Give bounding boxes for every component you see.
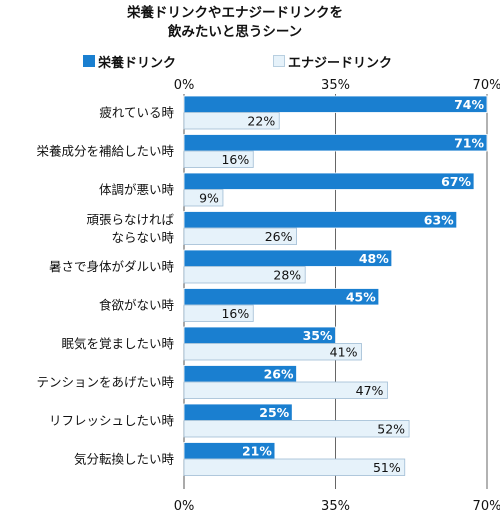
x-tick-label-top-35: 35% (321, 78, 350, 93)
data-label-series1-cat1: 74% (454, 97, 484, 112)
data-label-series1-cat2: 71% (454, 135, 484, 150)
x-tick-label-top-70: 70% (473, 78, 500, 93)
data-label-series2-cat8: 47% (356, 383, 384, 398)
data-label-series2-cat6: 16% (221, 306, 249, 321)
data-label-series1-cat5: 48% (359, 251, 389, 266)
data-label-series2-cat5: 28% (273, 267, 301, 282)
data-label-series2-cat10: 51% (373, 460, 401, 475)
legend-swatch-energy (273, 55, 285, 67)
data-label-series2-cat4: 26% (265, 229, 293, 244)
bar-series2-cat9 (183, 420, 410, 438)
bar-series2-cat7 (183, 343, 362, 361)
data-label-series1-cat4: 63% (424, 212, 454, 227)
category-label-4-line-1: 頑張らなければ (86, 212, 174, 227)
category-label-9: リフレッシュしたい時 (49, 413, 175, 428)
bar-series2-cat3 (183, 189, 224, 207)
data-label-series2-cat2: 16% (221, 152, 249, 167)
x-tick-label-bottom-35: 35% (321, 499, 350, 514)
bar-series2-cat5 (183, 266, 306, 284)
bar-series1-cat4 (183, 211, 458, 229)
data-label-series2-cat1: 22% (247, 113, 275, 128)
bar-series1-cat3 (183, 172, 475, 190)
category-label-3: 体調が悪い時 (99, 182, 175, 197)
bar-series2-cat8 (183, 381, 388, 399)
legend-item-energy: エナジードリンク (273, 52, 393, 71)
data-label-series1-cat8: 26% (264, 366, 294, 381)
category-label-2: 栄養成分を補給したい時 (36, 144, 174, 159)
legend-label-eiyo: 栄養ドリンク (98, 55, 177, 71)
data-label-series2-cat3: 9% (199, 190, 219, 205)
category-label-10: 気分転換したい時 (74, 452, 175, 467)
x-tick-label-top-0: 0% (174, 78, 195, 93)
bar-series2-cat10 (183, 458, 406, 476)
category-label-1: 疲れている時 (99, 105, 174, 120)
legend-swatch-eiyo (83, 55, 95, 67)
category-label-4: 頑張らなければならない時 (86, 212, 174, 245)
bar-series2-cat6 (183, 304, 254, 322)
data-label-series2-cat9: 52% (377, 421, 405, 436)
x-tick-label-bottom-70: 70% (473, 499, 500, 514)
bar-series2-cat1 (183, 112, 280, 130)
data-label-series2-cat7: 41% (330, 344, 358, 359)
category-label-4-line-2: ならない時 (111, 230, 174, 245)
chart-title: 栄養ドリンクやエナジードリンクを 飲みたいと思うシーン (0, 4, 470, 42)
data-label-series1-cat10: 21% (242, 443, 272, 458)
bar-series2-cat2 (183, 150, 254, 168)
data-label-series1-cat6: 45% (346, 289, 376, 304)
category-label-6: 食欲がない時 (99, 298, 175, 313)
data-label-series1-cat7: 35% (303, 328, 333, 343)
bar-series1-cat6 (183, 288, 380, 306)
category-label-7: 眠気を覚ましたい時 (61, 336, 174, 351)
legend-label-energy: エナジードリンク (288, 55, 393, 71)
data-label-series1-cat3: 67% (441, 174, 471, 189)
legend-item-eiyo: 栄養ドリンク (83, 52, 177, 71)
bar-series1-cat1 (183, 95, 488, 113)
bar-series1-cat2 (183, 134, 488, 152)
x-tick-label-bottom-0: 0% (174, 499, 195, 514)
chart-title-line-1: 栄養ドリンクやエナジードリンクを (127, 5, 343, 21)
category-label-8: テンションをあげたい時 (36, 375, 174, 390)
category-label-5: 暑さで身体がダルい時 (49, 259, 175, 274)
bar-series2-cat4 (183, 227, 297, 245)
chart-title-line-2: 飲みたいと思うシーン (167, 24, 303, 40)
data-label-series1-cat9: 25% (259, 405, 289, 420)
